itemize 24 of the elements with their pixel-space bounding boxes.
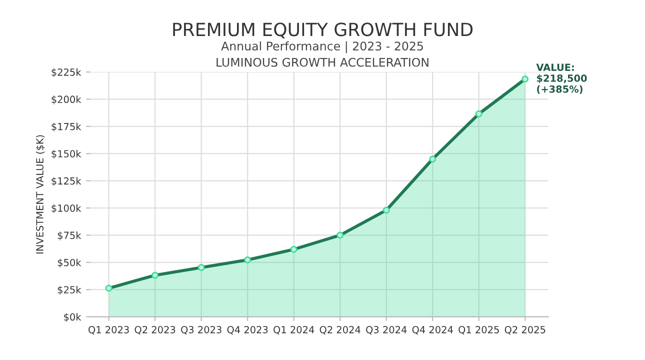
x-tick-label: Q1 2023 [88, 326, 129, 334]
y-tick-label: $150k [52, 150, 82, 159]
y-tick-label: $225k [52, 68, 82, 78]
x-tick-label: Q3 2023 [181, 326, 222, 334]
x-tick-label: Q2 2024 [320, 326, 360, 334]
annotation: VALUE: $218,500 (+385%) [536, 64, 587, 94]
y-tick-label: $25k [58, 286, 82, 295]
x-tick-label: Q4 2023 [227, 326, 268, 334]
chart-title: PREMIUM EQUITY GROWTH FUND [173, 22, 473, 38]
y-tick-label: $125k [52, 177, 82, 186]
x-tick-label: Q4 2024 [412, 326, 453, 334]
x-tick-label: Q1 2025 [458, 326, 499, 334]
y-tick-label: $100k [52, 204, 82, 214]
y-tick-label: $75k [58, 232, 82, 240]
y-tick-label: $200k [52, 96, 82, 104]
x-tick-label: Q2 2025 [504, 326, 546, 334]
x-tick-label: Q2 2023 [134, 326, 176, 334]
y-axis-title: INVESTMENT VALUE ($K) [36, 135, 45, 254]
x-tick-label: Q1 2024 [274, 326, 314, 334]
y-tick-label: $0k [64, 313, 82, 322]
y-tick-label: $50k [58, 258, 82, 268]
y-tick-label: $175k [52, 122, 82, 132]
x-tick-label: Q3 2024 [366, 326, 407, 334]
chart-subtitle: Annual Performance | 2023 - 2025 LUMINOUS GROWTH ACCELERATION [216, 41, 428, 67]
